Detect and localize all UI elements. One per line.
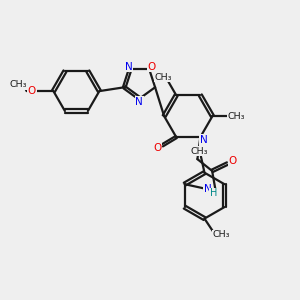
Text: CH₃: CH₃ — [228, 112, 245, 121]
Text: CH₃: CH₃ — [191, 147, 208, 156]
Text: CH₃: CH₃ — [155, 73, 172, 82]
Text: O: O — [229, 156, 237, 166]
Text: O: O — [147, 62, 156, 72]
Text: O: O — [28, 86, 36, 96]
Text: N: N — [200, 135, 208, 145]
Text: N: N — [203, 184, 211, 194]
Text: O: O — [154, 143, 162, 153]
Text: N: N — [135, 97, 143, 107]
Text: N: N — [125, 62, 133, 72]
Text: H: H — [210, 188, 217, 198]
Text: CH₃: CH₃ — [212, 230, 230, 239]
Text: CH₃: CH₃ — [10, 80, 27, 89]
